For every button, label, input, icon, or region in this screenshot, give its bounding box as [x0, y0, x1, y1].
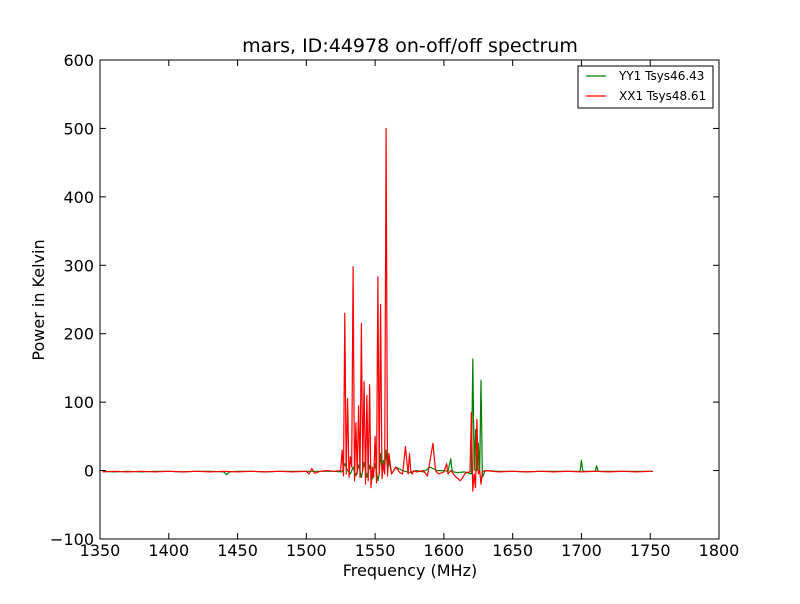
- y-axis-label: Power in Kelvin: [29, 239, 48, 360]
- x-tick-label: 1350: [80, 541, 121, 560]
- plot-frame: [99, 59, 720, 540]
- series-line-yy1: [102, 358, 653, 482]
- y-tick-label: 100: [63, 393, 94, 412]
- x-tick-label: 1650: [492, 541, 533, 560]
- y-tick-label: 200: [63, 325, 94, 344]
- y-tick-label: 500: [63, 119, 94, 138]
- x-tick-label: 1800: [699, 541, 740, 560]
- legend-box: [577, 65, 714, 109]
- series-line-xx1: [102, 127, 653, 492]
- x-axis-label: Frequency (MHz): [343, 561, 477, 580]
- y-tick-label: 0: [84, 462, 94, 481]
- x-tick-label: 1700: [561, 541, 602, 560]
- chart-title: mars, ID:44978 on-off/off spectrum: [242, 35, 578, 57]
- y-tick-label: 400: [63, 188, 94, 207]
- x-tick-label: 1450: [217, 541, 258, 560]
- x-tick-label: 1400: [148, 541, 189, 560]
- x-tick-label: 1550: [355, 541, 396, 560]
- x-axis: 1350 1400 1450 1500 1550 1600 1650 1700 1750 1800: [80, 60, 740, 560]
- series-layer: [102, 127, 653, 492]
- legend-label-yy1: YY1 Tsys46.43: [618, 69, 704, 83]
- y-tick-label: 600: [63, 51, 94, 70]
- legend-label-xx1: XX1 Tsys48.61: [619, 89, 706, 103]
- y-tick-label: −100: [50, 530, 94, 549]
- x-tick-label: 1750: [630, 541, 671, 560]
- y-tick-label: 300: [63, 256, 94, 275]
- plot-area: [99, 59, 720, 540]
- y-axis: −100 0 100 200 300 400 500 600: [50, 51, 719, 549]
- x-tick-label: 1600: [424, 541, 465, 560]
- legend: YY1 Tsys46.43 XX1 Tsys48.61: [577, 65, 714, 109]
- x-tick-label: 1500: [286, 541, 327, 560]
